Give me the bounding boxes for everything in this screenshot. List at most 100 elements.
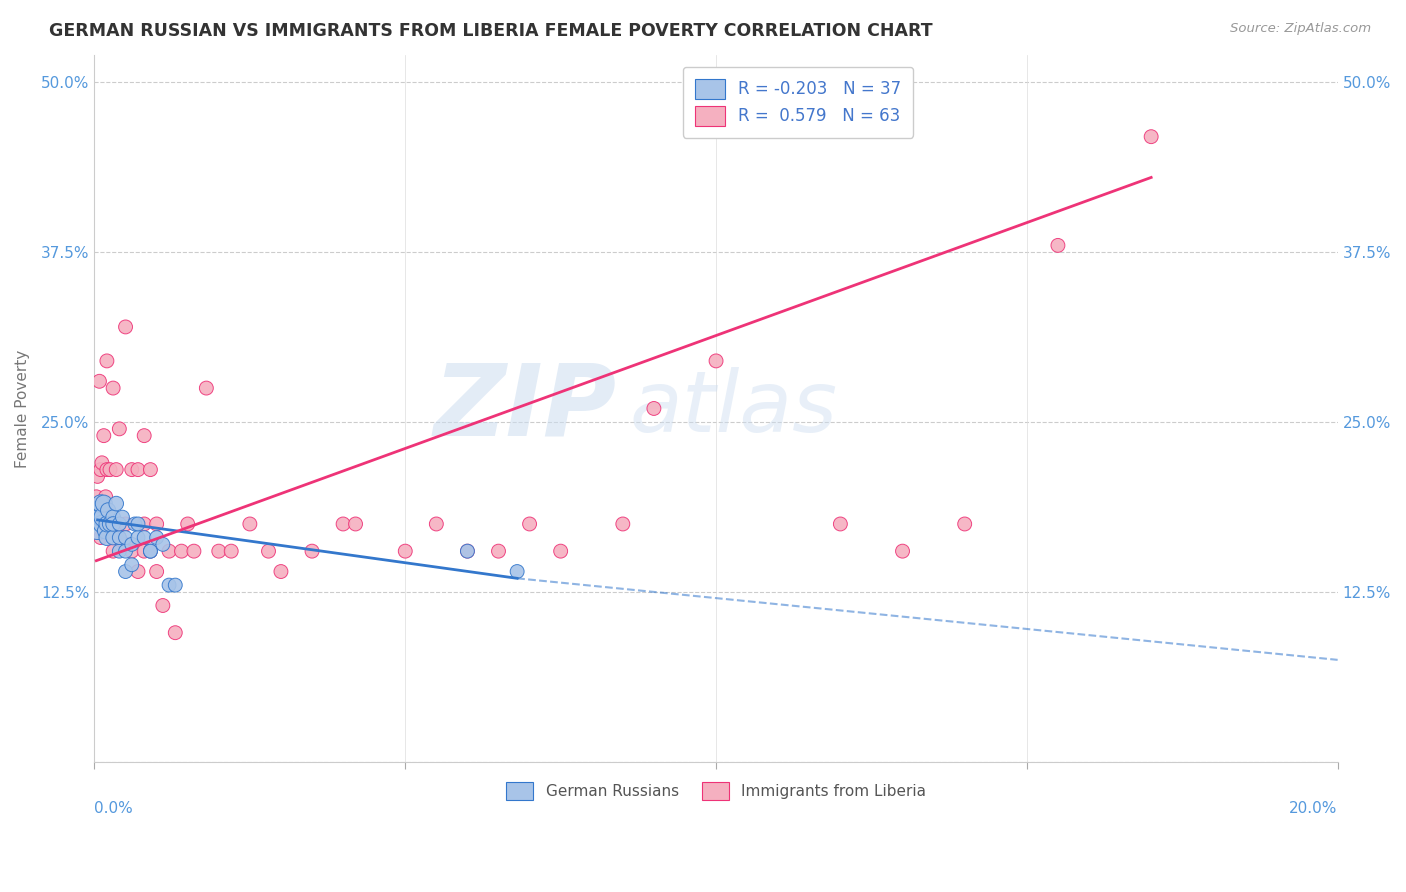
- Point: [96, 354, 118, 368]
- Point: [108, 516, 131, 531]
- Point: [165, 625, 187, 640]
- Point: [108, 544, 131, 558]
- Point: [101, 381, 124, 395]
- Point: [456, 544, 478, 558]
- Point: [101, 516, 124, 531]
- Text: 0.0%: 0.0%: [94, 801, 134, 815]
- Point: [550, 544, 572, 558]
- Point: [101, 531, 124, 545]
- Point: [96, 516, 118, 531]
- Point: [270, 565, 292, 579]
- Point: [139, 544, 162, 558]
- Point: [108, 531, 131, 545]
- Point: [114, 531, 136, 545]
- Point: [139, 544, 162, 558]
- Point: [139, 462, 162, 476]
- Point: [97, 503, 120, 517]
- Point: [145, 516, 167, 531]
- Point: [114, 320, 136, 334]
- Point: [170, 544, 193, 558]
- Point: [134, 516, 156, 531]
- Point: [134, 428, 156, 442]
- Point: [121, 558, 143, 572]
- Point: [127, 565, 149, 579]
- Point: [134, 544, 156, 558]
- Point: [98, 516, 121, 531]
- Point: [93, 516, 115, 531]
- Point: [90, 516, 112, 531]
- Point: [90, 456, 112, 470]
- Point: [121, 537, 143, 551]
- Point: [145, 531, 167, 545]
- Point: [127, 516, 149, 531]
- Point: [108, 516, 131, 531]
- Point: [114, 565, 136, 579]
- Point: [139, 544, 162, 558]
- Point: [891, 544, 914, 558]
- Point: [89, 374, 111, 388]
- Point: [98, 462, 121, 476]
- Legend: German Russians, Immigrants from Liberia: German Russians, Immigrants from Liberia: [498, 774, 934, 807]
- Point: [114, 537, 136, 551]
- Point: [152, 537, 174, 551]
- Text: ZIP: ZIP: [433, 360, 617, 457]
- Point: [488, 544, 510, 558]
- Point: [127, 531, 149, 545]
- Point: [344, 516, 367, 531]
- Point: [127, 462, 149, 476]
- Point: [93, 428, 115, 442]
- Point: [86, 469, 108, 483]
- Point: [152, 599, 174, 613]
- Point: [124, 516, 146, 531]
- Point: [177, 516, 200, 531]
- Point: [96, 462, 118, 476]
- Text: 20.0%: 20.0%: [1289, 801, 1337, 815]
- Point: [93, 510, 115, 524]
- Point: [111, 510, 134, 524]
- Point: [456, 544, 478, 558]
- Point: [257, 544, 280, 558]
- Text: GERMAN RUSSIAN VS IMMIGRANTS FROM LIBERIA FEMALE POVERTY CORRELATION CHART: GERMAN RUSSIAN VS IMMIGRANTS FROM LIBERI…: [49, 22, 932, 40]
- Point: [114, 516, 136, 531]
- Point: [89, 503, 111, 517]
- Point: [208, 544, 231, 558]
- Point: [157, 578, 180, 592]
- Point: [114, 544, 136, 558]
- Text: atlas: atlas: [628, 367, 837, 450]
- Point: [96, 516, 118, 531]
- Point: [830, 516, 852, 531]
- Point: [90, 497, 112, 511]
- Point: [704, 354, 727, 368]
- Point: [105, 497, 128, 511]
- Point: [301, 544, 323, 558]
- Point: [90, 462, 112, 476]
- Point: [134, 531, 156, 545]
- Point: [195, 381, 218, 395]
- Point: [643, 401, 665, 416]
- Point: [94, 490, 117, 504]
- Text: Source: ZipAtlas.com: Source: ZipAtlas.com: [1230, 22, 1371, 36]
- Point: [239, 516, 262, 531]
- Point: [121, 462, 143, 476]
- Point: [101, 516, 124, 531]
- Point: [612, 516, 634, 531]
- Point: [96, 531, 118, 545]
- Point: [183, 544, 205, 558]
- Point: [90, 531, 112, 545]
- Point: [219, 544, 242, 558]
- Point: [506, 565, 529, 579]
- Point: [165, 578, 187, 592]
- Point: [394, 544, 416, 558]
- Point: [121, 544, 143, 558]
- Point: [93, 497, 115, 511]
- Point: [519, 516, 541, 531]
- Y-axis label: Female Poverty: Female Poverty: [15, 350, 30, 467]
- Point: [953, 516, 976, 531]
- Point: [105, 462, 128, 476]
- Point: [145, 565, 167, 579]
- Point: [101, 510, 124, 524]
- Point: [90, 510, 112, 524]
- Point: [157, 544, 180, 558]
- Point: [101, 544, 124, 558]
- Point: [86, 490, 108, 504]
